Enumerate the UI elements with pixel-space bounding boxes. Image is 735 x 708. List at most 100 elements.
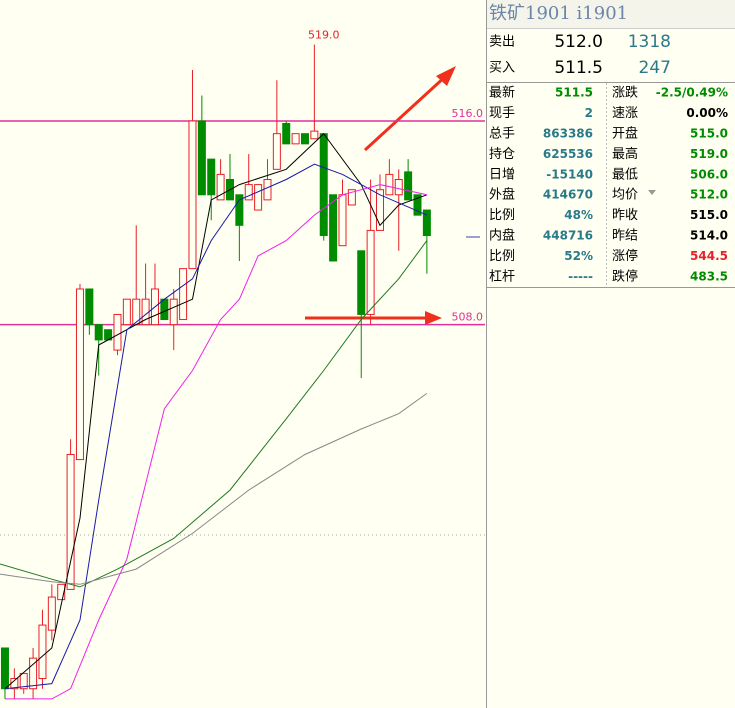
candle-body (85, 288, 94, 326)
field-value: 625536 (543, 147, 593, 161)
candle-body (160, 298, 169, 321)
field-label: 昨收 (612, 208, 638, 223)
field-value: 515.0 (690, 127, 728, 141)
candle-body (300, 133, 309, 145)
candle-body (413, 194, 422, 216)
field-label: 涨停 (612, 248, 638, 264)
candle-body (357, 250, 366, 315)
field-value: 52% (564, 249, 593, 263)
candle-body (38, 624, 47, 680)
field-label: 涨跌 (612, 85, 638, 101)
candle-body (132, 298, 141, 326)
field-label: 跌停 (612, 268, 638, 284)
field-label: 内盘 (489, 228, 515, 244)
price-line-label: 516.0 (452, 107, 484, 120)
field-label: 比例 (489, 208, 515, 223)
field-value: 483.5 (690, 269, 728, 283)
field-value: ----- (568, 269, 593, 283)
arrow-head (425, 311, 442, 325)
candle-body (66, 453, 75, 590)
candle-body (244, 184, 253, 201)
candle-body (263, 179, 272, 201)
dropdown-icon (648, 190, 656, 195)
candle-body (75, 288, 84, 461)
candle-body (385, 173, 394, 196)
candle-body (47, 596, 56, 631)
candle-body (338, 194, 347, 247)
moving-average (4, 163, 428, 690)
candle-body (347, 189, 356, 206)
field-value: -15140 (546, 167, 593, 181)
candle-body (169, 298, 178, 326)
field-value: 414670 (543, 188, 593, 202)
field-label: 最新 (489, 85, 515, 101)
ask-label: 卖出 (489, 35, 515, 50)
candle-body (291, 133, 300, 145)
candle-body (254, 184, 263, 211)
candle-body (0, 647, 9, 690)
candle-body (404, 171, 413, 201)
ask-volume: 1318 (628, 32, 671, 52)
high-annotation: 519.0 (308, 29, 340, 42)
candle-body (94, 324, 103, 341)
arrow (363, 73, 449, 152)
candle-body (179, 268, 188, 321)
moving-average (4, 132, 428, 690)
candle-body (394, 179, 403, 196)
field-label: 持仓 (489, 147, 515, 162)
field-value: 519.0 (690, 147, 728, 161)
field-label: 最低 (612, 167, 638, 182)
candle-body (366, 229, 375, 315)
field-value: 514.0 (690, 229, 728, 243)
ask-price: 512.0 (554, 32, 603, 52)
field-label: 速涨 (612, 106, 638, 121)
field-value: 515.0 (690, 208, 728, 222)
arrows (305, 66, 456, 325)
quote-title: 铁矿1901 i1901 (489, 3, 628, 24)
field-value: 0.00% (686, 106, 728, 120)
field-value: 448716 (543, 229, 593, 243)
candle-body (122, 298, 131, 326)
candle-body (207, 158, 216, 196)
moving-average (0, 240, 428, 588)
candle-body (197, 120, 206, 196)
candle-body (422, 209, 431, 237)
candle-body (113, 313, 122, 351)
field-label: 最高 (612, 146, 638, 162)
field-value: 512.0 (690, 188, 728, 202)
bid-price: 511.5 (554, 58, 603, 78)
moving-average (0, 392, 428, 585)
field-label: 杠杆 (489, 268, 515, 284)
bid-volume: 247 (639, 58, 671, 78)
field-value: -2.5/0.49% (656, 86, 728, 100)
candle-body (29, 657, 38, 690)
field-label: 现手 (489, 106, 515, 121)
candle-body (319, 133, 328, 237)
field-value: 506.0 (690, 167, 728, 181)
field-value: 863386 (543, 127, 593, 141)
bid-label: 买入 (489, 61, 515, 76)
candle-body (272, 133, 281, 170)
field-value: 2 (585, 106, 593, 120)
title-bar (487, 0, 735, 28)
candle-body (329, 194, 338, 262)
price-line-label: 508.0 (452, 311, 484, 324)
field-label: 总手 (489, 127, 515, 142)
field-value: 544.5 (690, 249, 728, 263)
moving-average (5, 184, 428, 700)
candle-body (375, 189, 384, 231)
field-label: 外盘 (489, 187, 515, 203)
candle-body (188, 120, 197, 270)
field-label: 昨结 (612, 229, 638, 244)
field-label: 比例 (489, 249, 515, 264)
candle-body (57, 583, 66, 601)
field-value: 511.5 (555, 86, 593, 100)
field-value: 48% (564, 208, 593, 222)
candle-body (19, 672, 28, 690)
field-label: 开盘 (612, 126, 638, 142)
field-label: 日增 (489, 167, 515, 182)
field-label: 均价 (612, 188, 638, 203)
candle-body (216, 173, 225, 201)
